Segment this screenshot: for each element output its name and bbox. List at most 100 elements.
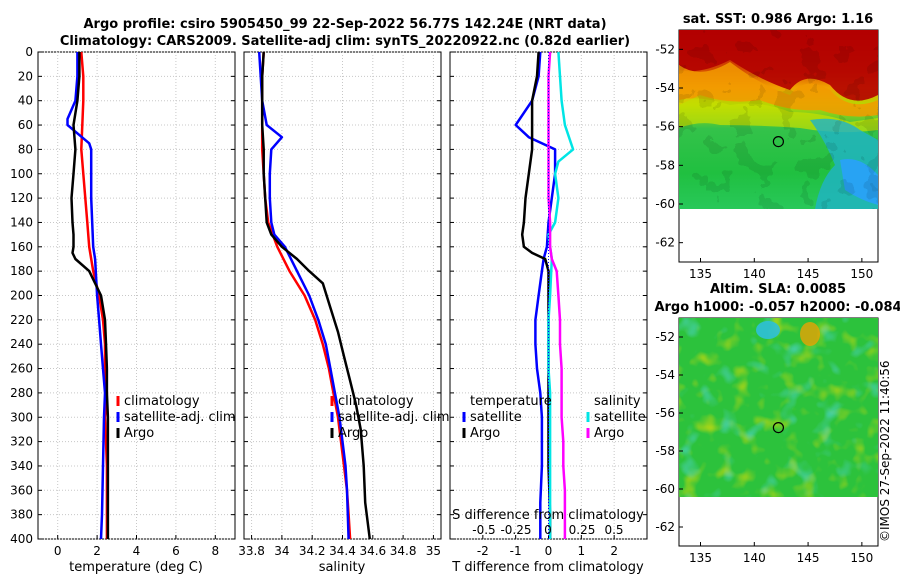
legend-label-t-satellite: satellite <box>470 410 522 425</box>
sst-map: sat. SST: 0.986 Argo: 1.16 -52 -54 -56 -58 -… <box>655 12 879 281</box>
legend-label-argo: Argo <box>124 426 154 441</box>
ytick-label: 240 <box>10 337 33 351</box>
ytick-label: 180 <box>10 264 33 278</box>
s-tick-label: -0.5 <box>472 523 495 537</box>
legend-label-s-argo: Argo <box>594 426 624 441</box>
sla-low-patches <box>679 318 878 497</box>
temperature-xlabel: temperature (deg C) <box>69 560 203 575</box>
s-tick-label: 0.25 <box>569 523 596 537</box>
xtick-label: 34.8 <box>390 544 417 558</box>
legend-label-climatology: climatology <box>338 394 414 409</box>
s-tick-label: 0.5 <box>604 523 623 537</box>
xtick-label: 6 <box>172 544 180 558</box>
xtick-label: 34.6 <box>359 544 386 558</box>
ytick-label: 140 <box>10 215 33 229</box>
xtick-label: 2 <box>93 544 101 558</box>
xtick-label: 4 <box>133 544 141 558</box>
s-tick-label: -0.25 <box>500 523 531 537</box>
map-xtick-label: 145 <box>797 551 820 565</box>
series-line-satellite-adj-clim <box>66 52 107 540</box>
xtick-label: 0 <box>545 544 553 558</box>
map-ytick-label: -60 <box>655 482 675 496</box>
sla-map-title-line2: Argo h1000: -0.057 h2000: -0.084 <box>654 300 900 315</box>
sst-texture <box>679 30 878 209</box>
ytick-label: 360 <box>10 483 33 497</box>
ytick-label: 80 <box>18 142 33 156</box>
ytick-label: 320 <box>10 435 33 449</box>
xtick-label: -2 <box>477 544 489 558</box>
series-line-argo <box>260 51 372 540</box>
map-xtick-label: 140 <box>743 551 766 565</box>
ytick-label: 300 <box>10 410 33 424</box>
sla-map-title-line1: Altim. SLA: 0.0085 <box>710 282 846 297</box>
ytick-label: 0 <box>25 45 33 59</box>
salinity-xlabel: salinity <box>319 560 366 575</box>
ytick-label: 40 <box>18 94 33 108</box>
ytick-label: 120 <box>10 191 33 205</box>
legend-label-climatology: climatology <box>124 394 200 409</box>
map-ytick-label: -62 <box>655 236 675 250</box>
figure-title-line2: Climatology: CARS2009. Satellite-adj cli… <box>60 34 630 49</box>
series-line-climatology <box>80 51 109 539</box>
sla-map: Altim. SLA: 0.0085 Argo h1000: -0.057 h2… <box>654 282 900 565</box>
xtick-label: 0 <box>54 544 62 558</box>
map-xtick-label: 145 <box>797 267 820 281</box>
xtick-label: -1 <box>510 544 522 558</box>
map-ytick-label: -60 <box>655 197 675 211</box>
ytick-label: 260 <box>10 362 33 376</box>
legend-label-s-satellite: satellite <box>594 410 646 425</box>
map-xtick-label: 150 <box>850 267 873 281</box>
ytick-label: 200 <box>10 289 33 303</box>
ytick-label: 400 <box>10 532 33 546</box>
map-xtick-label: 135 <box>689 267 712 281</box>
salinity-panel: 33.8 34 34.2 34.4 34.6 34.8 35 salinity climat… <box>238 51 450 575</box>
argo-position-marker <box>772 136 785 148</box>
ytick-label: 60 <box>18 118 33 132</box>
temperature-legend: climatology satellite-adj. clim Argo <box>116 394 236 441</box>
map-xtick-label: 135 <box>689 551 712 565</box>
timestamp: ©IMOS 27-Sep-2022 11:40:56 <box>878 360 892 542</box>
xtick-label: 1 <box>578 544 586 558</box>
map-xtick-label: 150 <box>850 551 873 565</box>
difference-panel: -2 -1 0 1 2 S difference from climatology -0… <box>449 51 648 575</box>
series-line-t-argo <box>520 51 552 539</box>
legend-label-satellite: satellite-adj. clim <box>338 410 450 425</box>
xtick-label: 33.8 <box>238 544 265 558</box>
map-ytick-label: -56 <box>655 120 675 134</box>
sla-orange-patch <box>800 322 820 346</box>
argo-position-marker <box>772 422 785 434</box>
s-difference-label: S difference from climatology <box>452 508 644 523</box>
s-tick-label: 0 <box>544 523 552 537</box>
legend-label-satellite: satellite-adj. clim <box>124 410 236 425</box>
ytick-label: 280 <box>10 386 33 400</box>
map-ytick-label: -58 <box>655 444 675 458</box>
temperature-panel: 0204060801001201401601802002202402602803… <box>10 45 236 575</box>
map-ytick-label: -54 <box>655 81 675 95</box>
sst-field <box>679 30 878 209</box>
sla-cyan-patch <box>756 321 780 339</box>
difference-xlabel: T difference from climatology <box>451 560 644 575</box>
ytick-label: 220 <box>10 313 33 327</box>
map-ytick-label: -52 <box>655 330 675 344</box>
ytick-label: 380 <box>10 508 33 522</box>
legend-label-t-argo: Argo <box>470 426 500 441</box>
map-ytick-label: -62 <box>655 520 675 534</box>
sla-field <box>679 318 878 497</box>
legend-label-argo: Argo <box>338 426 368 441</box>
ytick-label: 20 <box>18 69 33 83</box>
figure-title-line1: Argo profile: csiro 5905450_99 22-Sep-20… <box>83 17 606 32</box>
map-ytick-label: -56 <box>655 406 675 420</box>
ytick-label: 100 <box>10 167 33 181</box>
ytick-label: 160 <box>10 240 33 254</box>
ytick-label: 340 <box>10 459 33 473</box>
xtick-label: 34 <box>274 544 289 558</box>
xtick-label: 34.4 <box>329 544 356 558</box>
difference-legend: temperature salinity satellite Argo sate… <box>462 394 646 441</box>
xtick-label: 34.2 <box>299 544 326 558</box>
xtick-label: 8 <box>211 544 219 558</box>
sst-map-title: sat. SST: 0.986 Argo: 1.16 <box>683 12 873 27</box>
salinity-legend: climatology satellite-adj. clim Argo <box>330 394 450 441</box>
map-ytick-label: -52 <box>655 42 675 56</box>
series-line-t-satellite <box>514 51 557 539</box>
